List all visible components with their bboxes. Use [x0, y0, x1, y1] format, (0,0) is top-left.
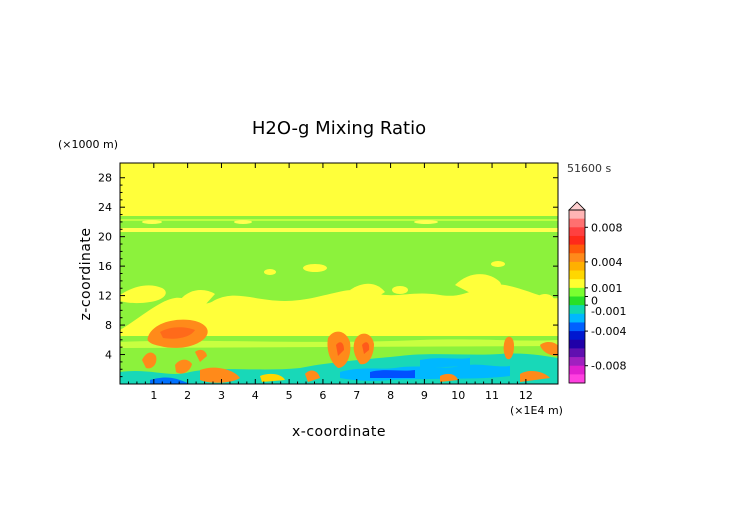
colorbar-swatch: [569, 365, 585, 375]
field-moist-core: [440, 373, 458, 382]
x-tick-label: 1: [150, 389, 157, 402]
y-tick-label: 16: [98, 260, 112, 273]
field-moist-core: [195, 349, 207, 362]
x-tick-label: 12: [519, 389, 533, 402]
field-patch: [234, 220, 252, 224]
x-tick-label: 11: [485, 389, 499, 402]
x-tick-label: 7: [353, 389, 360, 402]
field-moist-blob: [264, 269, 276, 275]
time-label: 51600 s: [567, 162, 611, 175]
y-tick-label: 28: [98, 172, 112, 185]
colorbar-tick-label: 0.008: [591, 221, 623, 234]
field-moist-core: [305, 370, 320, 382]
field-stripe-21km: [120, 228, 558, 232]
colorbar-swatch: [569, 374, 585, 384]
colorbar-swatch: [569, 210, 585, 220]
field-stripe-22km: [120, 219, 558, 221]
y-axis: 4 8 12 16 20 24 28: [98, 172, 558, 378]
x-tick-label: 6: [319, 389, 326, 402]
field-patch: [414, 220, 438, 224]
colorbar-swatch: [569, 218, 585, 228]
field-moist-core: [503, 336, 514, 360]
field-dry-core: [370, 370, 415, 378]
y-tick-label: 8: [105, 319, 112, 332]
x-axis-label: x-coordinate: [292, 424, 386, 440]
field-moist-blob: [180, 290, 215, 305]
field-moist-core: [362, 342, 370, 354]
x-axis: 1 2 3 4 5 6 7 8 9 10 11 12: [127, 163, 533, 402]
field-moist-core: [260, 373, 285, 382]
colorbar: [568, 201, 586, 384]
x-tick-label: 8: [387, 389, 394, 402]
field-dry-core: [420, 358, 470, 368]
field-moist-blob: [536, 294, 554, 306]
x-tick-label: 4: [252, 389, 259, 402]
field-moist-core: [520, 371, 550, 382]
x-tick-label: 2: [184, 389, 191, 402]
field-moist-blob: [455, 274, 502, 298]
field-dry-core: [150, 377, 190, 384]
x-tick-label: 10: [451, 389, 465, 402]
colorbar-swatch: [569, 322, 585, 332]
field-moist-layer: [120, 284, 558, 336]
field-moist-blob: [120, 285, 166, 304]
colorbar-swatch: [569, 339, 585, 349]
y-tick-label: 24: [98, 201, 112, 214]
colorbar-swatch: [569, 287, 585, 297]
plot-field: [120, 163, 558, 384]
field-moist-blob: [392, 286, 408, 294]
colorbar-swatch: [569, 235, 585, 246]
field-moist-blob: [303, 264, 327, 272]
colorbar-swatch: [569, 331, 585, 341]
colorbar-swatch: [569, 348, 585, 358]
colorbar-swatch: [569, 253, 585, 263]
x-unit-label: (×1E4 m): [510, 404, 563, 417]
y-axis-label: z-coordinate: [78, 227, 94, 320]
colorbar-swatch: [569, 244, 585, 254]
colorbar-swatch: [569, 305, 585, 315]
y-unit-label: (×1000 m): [58, 138, 118, 151]
colorbar-swatch: [569, 357, 585, 367]
x-tick-label: 9: [421, 389, 428, 402]
field-moist-core: [160, 327, 195, 339]
field-moist-core: [336, 342, 344, 356]
colorbar-tick-label: -0.001: [591, 305, 626, 318]
colorbar-tick-label: 0.001: [591, 282, 623, 295]
colorbar-swatch: [569, 227, 585, 237]
colorbar-tick-label: -0.008: [591, 360, 626, 373]
chart-title: H2O-g Mixing Ratio: [252, 118, 426, 139]
y-tick-label: 20: [98, 231, 112, 244]
field-moist-core: [142, 352, 157, 369]
field-moist-core: [175, 359, 192, 374]
field-moist-core: [200, 367, 240, 383]
colorbar-tick-label: 0.004: [591, 256, 623, 269]
colorbar-swatch: [569, 261, 585, 272]
field-patch: [142, 220, 162, 224]
colorbar-extend-arrow: [568, 201, 586, 211]
y-tick-label: 12: [98, 290, 112, 303]
colorbar-swatch: [569, 279, 585, 289]
colorbar-swatch: [569, 313, 585, 323]
colorbar-swatch: [569, 270, 585, 280]
y-tick-label: 4: [105, 349, 112, 362]
field-moist-blob: [350, 283, 385, 302]
colorbar-tick-label: 0: [591, 295, 598, 308]
colorbar-swatch: [569, 296, 585, 306]
x-tick-label: 3: [218, 389, 225, 402]
field-moist-blob: [491, 261, 505, 267]
colorbar-tick-label: -0.004: [591, 325, 626, 338]
field-moist-core: [540, 342, 558, 356]
x-tick-label: 5: [286, 389, 293, 402]
